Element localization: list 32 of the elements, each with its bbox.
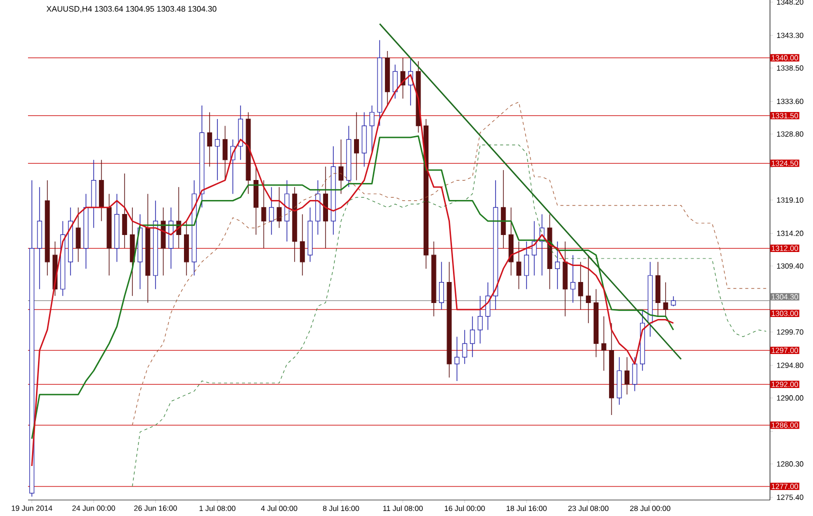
candlestick [516,241,522,290]
candlestick [338,139,344,194]
candlestick [400,57,406,99]
candlestick [578,262,584,310]
candlestick [670,296,676,307]
candlestick [439,262,444,310]
candlestick [76,207,81,262]
candlestick [485,282,490,330]
candlestick [478,296,483,344]
candlestick [454,336,460,382]
candlestick [269,186,274,236]
candlestick [632,356,638,392]
candlestick [122,173,128,249]
candlestick [570,254,576,304]
candlestick [369,105,374,154]
candlestick [300,214,305,276]
candlestick [261,180,266,249]
candlestick [222,126,228,181]
candlestick [624,356,630,395]
text: XAUUSD,H4 1303.64 1304.95 1303.48 1304.30 [46,6,216,13]
candlestick [554,241,560,290]
candlestick [601,316,606,372]
candlestick [214,118,220,181]
candlestick [462,330,468,364]
candlestick [586,254,591,324]
candlestick [207,112,212,168]
candlestick [524,241,529,290]
candlestick [354,112,359,181]
candlestick [470,316,475,358]
candlestick [276,186,282,228]
candlestick [663,282,668,317]
candlestick [392,64,398,99]
